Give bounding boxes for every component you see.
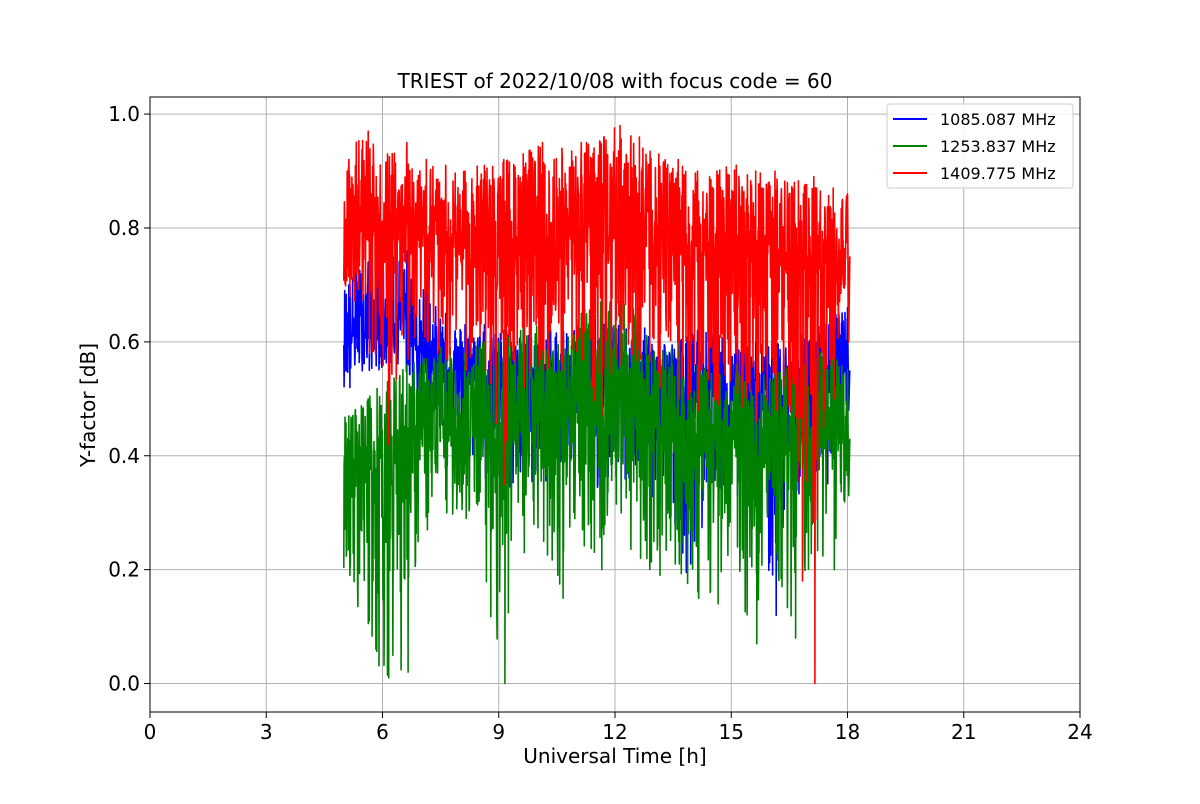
- x-tick-label: 12: [602, 720, 627, 744]
- y-tick-label: 0.6: [108, 330, 140, 354]
- ticks: 0 3 6 9 12 15 18 21 24 0.0 0.2 0.4 0.6 0.8 1.0: [108, 102, 1093, 744]
- legend-label-0: 1085.087 MHz: [940, 110, 1056, 129]
- y-axis-label: Y-factor [dB]: [76, 343, 100, 468]
- x-tick-label: 15: [719, 720, 744, 744]
- x-tick-label: 9: [492, 720, 505, 744]
- y-tick-label: 0.2: [108, 558, 140, 582]
- y-tick-label: 0.0: [108, 672, 140, 696]
- x-tick-label: 0: [144, 720, 157, 744]
- x-tick-label: 6: [376, 720, 389, 744]
- x-tick-label: 24: [1067, 720, 1092, 744]
- y-tick-label: 0.8: [108, 216, 140, 240]
- series-layer: [342, 124, 851, 685]
- legend-box: [886, 103, 1074, 189]
- series-line-2: [343, 124, 851, 685]
- x-tick-label: 18: [835, 720, 860, 744]
- x-tick-label: 3: [260, 720, 273, 744]
- x-axis-label: Universal Time [h]: [523, 744, 706, 768]
- legend-label-1: 1253.837 MHz: [940, 137, 1056, 156]
- chart-title: TRIEST of 2022/10/08 with focus code = 6…: [397, 69, 833, 93]
- legend: 1085.087 MHz 1253.837 MHz 1409.775 MHz: [886, 103, 1074, 189]
- x-tick-label: 21: [951, 720, 976, 744]
- y-tick-label: 1.0: [108, 102, 140, 126]
- legend-label-2: 1409.775 MHz: [940, 164, 1056, 183]
- y-tick-label: 0.4: [108, 444, 140, 468]
- series-line-1: [342, 301, 851, 685]
